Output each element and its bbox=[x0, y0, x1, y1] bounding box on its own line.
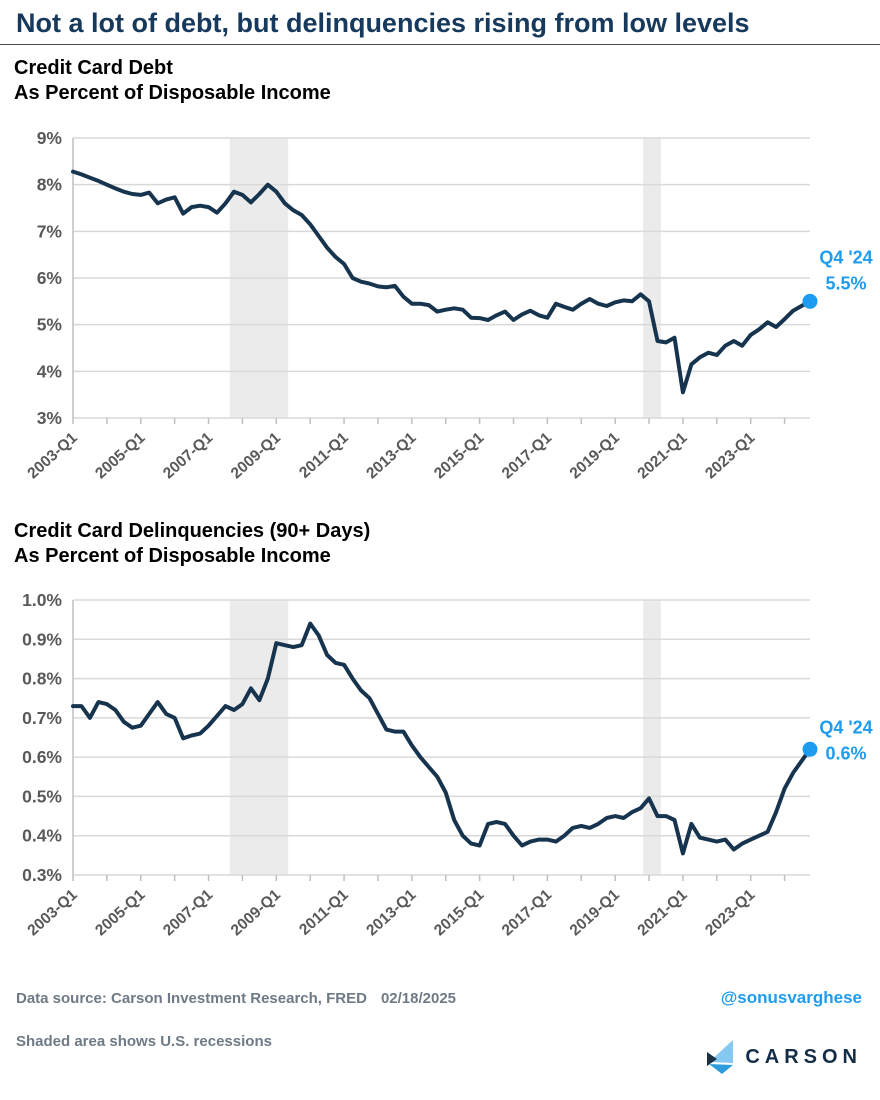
delinquency-chart-title: Credit Card Delinquencies (90+ Days) bbox=[14, 520, 371, 542]
x-tick-label: 2005-Q1 bbox=[92, 429, 148, 482]
y-tick-label: 5% bbox=[37, 315, 63, 335]
x-tick-label: 2023-Q1 bbox=[702, 429, 758, 482]
y-tick-label: 0.4% bbox=[22, 826, 62, 846]
y-tick-label: 0.6% bbox=[22, 747, 62, 767]
end-point-marker bbox=[802, 293, 818, 309]
y-tick-label: 0.5% bbox=[22, 786, 62, 806]
data-source-label: Data source: Carson Investment Research,… bbox=[16, 990, 367, 1007]
x-tick-label: 2019-Q1 bbox=[567, 886, 623, 939]
logo-dark-triangle bbox=[707, 1052, 718, 1066]
x-tick-label: 2007-Q1 bbox=[160, 886, 216, 939]
x-tick-label: 2011-Q1 bbox=[296, 429, 352, 482]
logo-mid-triangle bbox=[709, 1064, 734, 1074]
y-tick-label: 4% bbox=[37, 361, 63, 381]
x-tick-label: 2015-Q1 bbox=[431, 886, 487, 939]
end-point-marker bbox=[802, 741, 818, 757]
carson-logo-text: CARSON bbox=[745, 1045, 862, 1068]
end-annotation-quarter: Q4 '24 bbox=[819, 247, 872, 267]
x-tick-label: 2015-Q1 bbox=[431, 429, 487, 482]
x-tick-label: 2003-Q1 bbox=[24, 886, 80, 939]
x-tick-label: 2003-Q1 bbox=[24, 429, 80, 482]
y-tick-label: 0.9% bbox=[22, 629, 62, 649]
debt-chart-subtitle: As Percent of Disposable Income bbox=[14, 82, 331, 104]
y-tick-label: 7% bbox=[37, 221, 63, 241]
series-line bbox=[71, 621, 812, 856]
x-tick-label: 2009-Q1 bbox=[228, 886, 284, 939]
x-tick-label: 2007-Q1 bbox=[160, 429, 216, 482]
x-tick-label: 2021-Q1 bbox=[634, 429, 690, 482]
y-tick-label: 9% bbox=[37, 128, 63, 148]
logo-light-triangle bbox=[709, 1040, 734, 1063]
x-tick-label: 2021-Q1 bbox=[634, 886, 690, 939]
carson-logo: CARSON bbox=[707, 1040, 862, 1074]
y-tick-label: 1.0% bbox=[22, 590, 62, 610]
x-tick-label: 2011-Q1 bbox=[296, 886, 352, 939]
series-line bbox=[71, 169, 812, 395]
title-divider bbox=[0, 44, 880, 45]
data-source-text: Data source: Carson Investment Research,… bbox=[16, 990, 456, 1007]
x-tick-label: 2013-Q1 bbox=[363, 886, 419, 939]
recession-band bbox=[229, 600, 289, 875]
carson-logo-icon bbox=[707, 1040, 734, 1074]
y-tick-label: 0.8% bbox=[22, 669, 62, 689]
x-tick-label: 2019-Q1 bbox=[567, 429, 623, 482]
author-handle: @sonusvarghese bbox=[720, 988, 862, 1007]
x-tick-label: 2013-Q1 bbox=[363, 429, 419, 482]
x-tick-label: 2005-Q1 bbox=[92, 886, 148, 939]
y-tick-label: 3% bbox=[37, 408, 63, 428]
y-tick-label: 0.7% bbox=[22, 708, 62, 728]
end-annotation-value: 0.6% bbox=[825, 743, 866, 763]
data-source-date: 02/18/2025 bbox=[380, 990, 457, 1007]
x-tick-label: 2009-Q1 bbox=[228, 429, 284, 482]
y-tick-label: 8% bbox=[37, 175, 63, 195]
x-tick-label: 2017-Q1 bbox=[499, 429, 555, 482]
x-tick-label: 2023-Q1 bbox=[702, 886, 758, 939]
y-tick-label: 0.3% bbox=[22, 865, 62, 885]
end-annotation-value: 5.5% bbox=[825, 273, 866, 293]
x-tick-label: 2017-Q1 bbox=[499, 886, 555, 939]
delinquency-chart-subtitle: As Percent of Disposable Income bbox=[14, 545, 331, 567]
debt-chart-title: Credit Card Debt bbox=[14, 57, 173, 79]
debt-line-chart: 9% 8% 7% 6% 5% 4% 3%2003-Q1 2005-Q1 2007-Q1 2009-… bbox=[24, 128, 872, 482]
end-annotation-quarter: Q4 '24 bbox=[819, 717, 872, 737]
recession-note: Shaded area shows U.S. recessions bbox=[16, 1033, 272, 1050]
delinquency-line-chart: 1.0%0.9%0.8%0.7%0.6%0.5%0.4%0.3%2003-Q1 2… bbox=[22, 590, 873, 939]
page-title: Not a lot of debt, but delinquencies ris… bbox=[16, 8, 750, 38]
y-tick-label: 6% bbox=[37, 268, 63, 288]
recession-band bbox=[643, 600, 661, 875]
